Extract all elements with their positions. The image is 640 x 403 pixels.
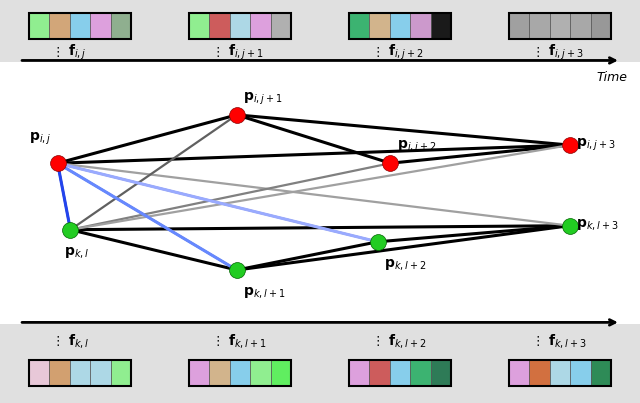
Text: $\mathbf{f}_{i,j+3}$: $\mathbf{f}_{i,j+3}$ <box>548 43 584 62</box>
Text: $\vdots$: $\vdots$ <box>371 334 380 347</box>
Bar <box>70 13 90 39</box>
Text: $\mathbf{f}_{i,j+2}$: $\mathbf{f}_{i,j+2}$ <box>388 43 424 62</box>
Point <box>65 226 76 233</box>
Text: $\mathbf{p}_{k,l+2}$: $\mathbf{p}_{k,l+2}$ <box>384 258 426 273</box>
Bar <box>529 359 550 386</box>
Bar <box>250 359 271 386</box>
Bar <box>29 13 49 39</box>
Bar <box>49 13 70 39</box>
Text: $\vdots$: $\vdots$ <box>531 334 540 347</box>
Bar <box>349 13 369 39</box>
Text: $\mathbf{p}_{i,j+3}$: $\mathbf{p}_{i,j+3}$ <box>576 137 616 153</box>
Bar <box>369 359 390 386</box>
Bar <box>349 359 451 386</box>
Bar <box>570 359 591 386</box>
Bar <box>591 359 611 386</box>
Bar <box>189 359 209 386</box>
Text: $\vdots$: $\vdots$ <box>531 46 540 59</box>
Point <box>232 112 242 118</box>
Point <box>232 267 242 273</box>
Text: $\vdots$: $\vdots$ <box>51 46 60 59</box>
Point <box>564 142 575 148</box>
Text: $\mathbf{f}_{k,l+1}$: $\mathbf{f}_{k,l+1}$ <box>228 332 267 349</box>
Point <box>372 239 383 245</box>
Text: $\mathbf{f}_{i,j}$: $\mathbf{f}_{i,j}$ <box>68 43 87 62</box>
Point <box>385 160 396 166</box>
Bar <box>0 0 640 62</box>
Text: $\mathbf{p}_{i,j+1}$: $\mathbf{p}_{i,j+1}$ <box>243 91 283 107</box>
Bar <box>410 359 431 386</box>
Text: $\mathbf{p}_{k,l+1}$: $\mathbf{p}_{k,l+1}$ <box>243 286 285 301</box>
Bar <box>509 13 611 39</box>
Bar <box>189 359 291 386</box>
Bar <box>390 359 410 386</box>
Bar <box>230 359 250 386</box>
Point <box>564 222 575 229</box>
Bar <box>111 359 131 386</box>
Bar <box>29 13 131 39</box>
Bar <box>90 13 111 39</box>
Bar <box>271 13 291 39</box>
Bar <box>250 13 271 39</box>
Text: $\mathbf{f}_{i,j+1}$: $\mathbf{f}_{i,j+1}$ <box>228 43 264 62</box>
Text: $\vdots$: $\vdots$ <box>211 334 220 347</box>
Text: $\vdots$: $\vdots$ <box>371 46 380 59</box>
Bar <box>369 13 390 39</box>
Bar <box>230 13 250 39</box>
Text: $\mathbf{p}_{i,j}$: $\mathbf{p}_{i,j}$ <box>29 131 51 147</box>
Bar <box>390 13 410 39</box>
Text: $\mathbf{p}_{k,l}$: $\mathbf{p}_{k,l}$ <box>64 246 90 261</box>
Text: $\mathbf{p}_{k,l+3}$: $\mathbf{p}_{k,l+3}$ <box>576 218 619 233</box>
Bar <box>29 359 49 386</box>
Bar <box>591 13 611 39</box>
Bar <box>550 13 570 39</box>
Bar <box>189 13 209 39</box>
Text: $\mathbf{f}_{k,l+2}$: $\mathbf{f}_{k,l+2}$ <box>388 332 427 349</box>
Bar <box>509 359 611 386</box>
Text: $\vdots$: $\vdots$ <box>51 334 60 347</box>
Bar <box>550 359 570 386</box>
Bar <box>209 13 230 39</box>
Text: $\mathbf{f}_{k,l}$: $\mathbf{f}_{k,l}$ <box>68 332 90 349</box>
Bar <box>431 13 451 39</box>
Bar <box>0 324 640 403</box>
Bar <box>509 359 529 386</box>
Text: $\mathbf{f}_{k,l+3}$: $\mathbf{f}_{k,l+3}$ <box>548 332 588 349</box>
Bar <box>529 13 550 39</box>
Bar <box>431 359 451 386</box>
Bar <box>349 13 451 39</box>
Bar <box>570 13 591 39</box>
Text: Time: Time <box>596 71 627 83</box>
Bar <box>90 359 111 386</box>
Text: $\mathbf{p}_{i,j+2}$: $\mathbf{p}_{i,j+2}$ <box>397 139 436 155</box>
Bar <box>209 359 230 386</box>
Bar <box>70 359 90 386</box>
Bar <box>49 359 70 386</box>
Bar <box>410 13 431 39</box>
Bar <box>509 13 529 39</box>
Bar <box>271 359 291 386</box>
Bar <box>29 359 131 386</box>
Bar <box>189 13 291 39</box>
Point <box>52 160 63 166</box>
Bar <box>349 359 369 386</box>
Text: $\vdots$: $\vdots$ <box>211 46 220 59</box>
Bar <box>111 13 131 39</box>
